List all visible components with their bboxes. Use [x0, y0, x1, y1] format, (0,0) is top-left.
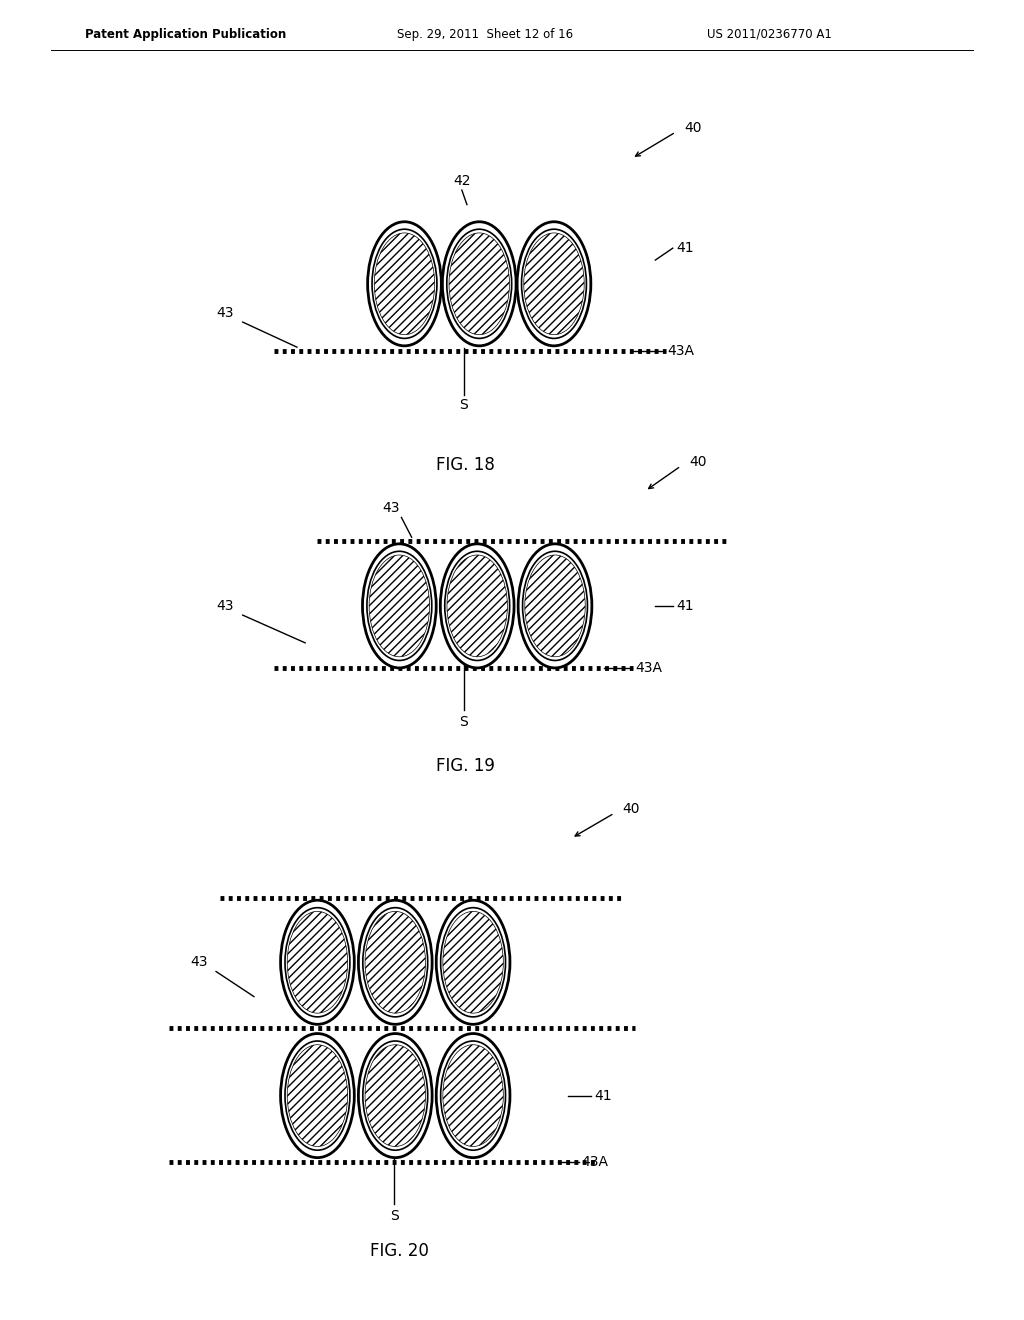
Text: US 2011/0236770 A1: US 2011/0236770 A1: [707, 28, 831, 41]
Text: FIG. 18: FIG. 18: [436, 455, 496, 474]
Text: 43A: 43A: [582, 1155, 608, 1168]
Ellipse shape: [362, 544, 436, 668]
Text: Patent Application Publication: Patent Application Publication: [85, 28, 287, 41]
Ellipse shape: [358, 1034, 432, 1158]
Text: 41: 41: [676, 599, 693, 612]
Text: Sep. 29, 2011  Sheet 12 of 16: Sep. 29, 2011 Sheet 12 of 16: [397, 28, 573, 41]
Ellipse shape: [281, 1034, 354, 1158]
Ellipse shape: [368, 222, 441, 346]
Ellipse shape: [517, 222, 591, 346]
Ellipse shape: [518, 544, 592, 668]
Text: FIG. 19: FIG. 19: [436, 756, 496, 775]
Ellipse shape: [436, 1034, 510, 1158]
Text: 43A: 43A: [635, 661, 662, 675]
Text: 40: 40: [623, 803, 640, 816]
Text: 42: 42: [453, 174, 471, 187]
Text: FIG. 20: FIG. 20: [370, 1242, 429, 1261]
Text: 41: 41: [676, 242, 693, 255]
Text: 40: 40: [684, 121, 701, 135]
Text: S: S: [460, 399, 468, 412]
Text: 43: 43: [216, 306, 234, 319]
Text: S: S: [460, 715, 468, 729]
Ellipse shape: [281, 900, 354, 1024]
Text: 43: 43: [189, 956, 208, 969]
Ellipse shape: [358, 900, 432, 1024]
Ellipse shape: [442, 222, 516, 346]
Text: 41: 41: [594, 1089, 611, 1102]
Text: 40: 40: [689, 455, 707, 469]
Text: 43A: 43A: [668, 345, 694, 358]
Ellipse shape: [436, 900, 510, 1024]
Text: S: S: [390, 1209, 398, 1222]
Text: 43: 43: [382, 502, 400, 515]
Text: 43: 43: [216, 599, 234, 612]
Ellipse shape: [440, 544, 514, 668]
